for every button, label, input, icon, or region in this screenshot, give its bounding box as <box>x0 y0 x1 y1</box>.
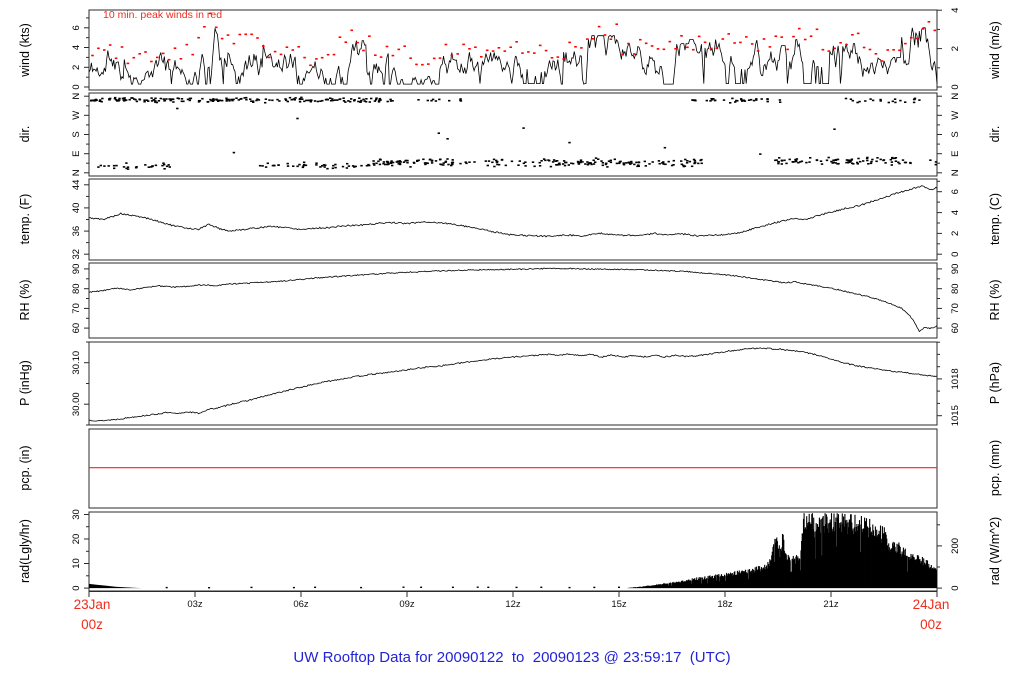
svg-text:4: 4 <box>950 210 961 215</box>
svg-text:N: N <box>950 169 961 176</box>
svg-text:S: S <box>950 131 961 137</box>
svg-text:S: S <box>71 131 82 137</box>
y-axis-title-temp-f: temp. (F) <box>18 193 32 245</box>
svg-text:80: 80 <box>950 283 961 294</box>
svg-text:2: 2 <box>71 65 82 70</box>
y-axis-title-rh-right: RH (%) <box>988 279 1002 321</box>
figure-title: UW Rooftop Data for 20090122 to 20090123… <box>293 649 731 666</box>
svg-text:10: 10 <box>71 558 82 569</box>
x-axis <box>88 591 938 597</box>
svg-text:70: 70 <box>950 303 961 314</box>
x-tick-09z: 09z <box>399 599 415 610</box>
y-axis-title-dir-right: dir. <box>988 125 1002 143</box>
x-tick-21z: 21z <box>823 599 839 610</box>
svg-text:4: 4 <box>950 8 961 13</box>
svg-text:20: 20 <box>71 534 82 545</box>
x-tick-03z: 03z <box>187 599 203 610</box>
svg-text:44: 44 <box>71 180 82 191</box>
y-axis-title-wind-mps: wind (m/s) <box>988 21 1002 79</box>
svg-text:2: 2 <box>950 231 961 236</box>
svg-text:0: 0 <box>950 585 961 590</box>
svg-text:1015: 1015 <box>950 405 961 426</box>
svg-text:60: 60 <box>71 323 82 334</box>
panel-dir: N E S W N N E S W N <box>71 92 961 177</box>
panel-pres: 30.00 30.10 1015 1018 <box>71 341 961 426</box>
y-axis-title-temp-c: temp. (C) <box>988 192 1002 246</box>
y-axis-title-rad-wm2: rad (W/m^2) <box>988 516 1002 586</box>
y-axis-title-pcp-mm: pcp. (mm) <box>988 439 1002 497</box>
y-axis-title-rh-left: RH (%) <box>18 279 32 321</box>
svg-text:E: E <box>71 151 82 157</box>
peak-winds-annotation: 10 min. peak winds in red <box>103 9 223 21</box>
svg-text:30.10: 30.10 <box>71 351 82 375</box>
svg-text:N: N <box>71 93 82 100</box>
panel-rh: 60 70 80 90 60 70 80 90 <box>71 262 961 339</box>
panel-rad: 0 10 20 30 0 200 <box>71 509 961 592</box>
svg-text:W: W <box>71 111 82 120</box>
end-date-line: 24Jan <box>912 597 950 612</box>
y-axis-title-dir-left: dir. <box>18 125 32 143</box>
svg-text:0: 0 <box>950 252 961 257</box>
panel-pcp <box>88 428 938 509</box>
svg-text:1018: 1018 <box>950 368 961 389</box>
svg-text:0: 0 <box>71 585 82 590</box>
x-tick-06z: 06z <box>293 599 309 610</box>
y-axis-title-wind-kts: wind (kts) <box>18 23 32 77</box>
x-axis-start-date: 23Jan 00z <box>74 595 111 636</box>
svg-text:60: 60 <box>950 323 961 334</box>
svg-text:70: 70 <box>71 303 82 314</box>
svg-text:E: E <box>950 151 961 157</box>
svg-text:80: 80 <box>71 283 82 294</box>
svg-text:6: 6 <box>71 25 82 30</box>
y-axis-title-pcp-in: pcp. (in) <box>18 445 32 491</box>
svg-text:N: N <box>950 93 961 100</box>
svg-text:200: 200 <box>950 538 961 554</box>
svg-text:4: 4 <box>71 45 82 50</box>
x-tick-15z: 15z <box>611 599 627 610</box>
svg-text:90: 90 <box>950 264 961 275</box>
y-axis-title-rad-lgly: rad(Lgly/hr) <box>18 519 32 583</box>
svg-text:2: 2 <box>950 46 961 51</box>
x-tick-12z: 12z <box>505 599 521 610</box>
start-time-line: 00z <box>81 617 103 633</box>
svg-text:0: 0 <box>950 84 961 89</box>
svg-text:90: 90 <box>71 264 82 275</box>
svg-text:36: 36 <box>71 226 82 237</box>
svg-text:30.00: 30.00 <box>71 392 82 416</box>
svg-text:30: 30 <box>71 509 82 520</box>
panel-temp: 32 36 40 44 0 2 4 6 <box>71 178 961 261</box>
x-axis-end-date: 24Jan 00z <box>913 595 950 636</box>
svg-text:0: 0 <box>71 84 82 89</box>
end-time-line: 00z <box>920 617 942 633</box>
svg-text:32: 32 <box>71 249 82 260</box>
start-date-line: 23Jan <box>73 597 111 612</box>
y-axis-title-p-inhg: P (inHg) <box>18 360 32 406</box>
svg-text:6: 6 <box>950 189 961 194</box>
y-axis-title-p-hpa: P (hPa) <box>988 361 1002 405</box>
svg-text:W: W <box>950 111 961 120</box>
svg-text:N: N <box>71 169 82 176</box>
svg-text:40: 40 <box>71 203 82 214</box>
panel-wind: 0 2 4 6 0 2 4 <box>71 8 961 91</box>
x-tick-18z: 18z <box>717 599 733 610</box>
